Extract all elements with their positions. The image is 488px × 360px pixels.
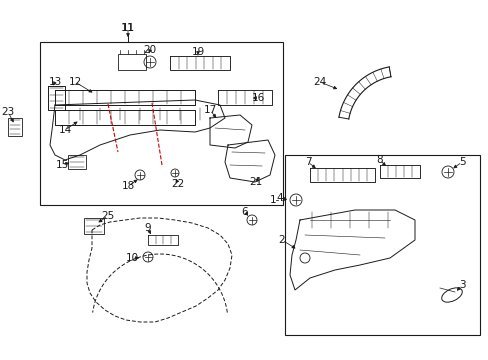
Text: 20: 20	[143, 45, 156, 55]
Text: 22: 22	[171, 179, 184, 189]
Text: 11: 11	[121, 23, 134, 33]
Text: 25: 25	[101, 211, 114, 221]
Text: 24: 24	[313, 77, 326, 87]
Text: 14: 14	[58, 125, 71, 135]
Text: 10: 10	[125, 253, 138, 263]
Text: 8: 8	[376, 155, 383, 165]
Text: 5: 5	[458, 157, 465, 167]
Text: 16: 16	[251, 93, 264, 103]
Text: 13: 13	[48, 77, 61, 87]
Text: 18: 18	[121, 181, 134, 191]
Text: 19: 19	[191, 47, 204, 57]
Text: 15: 15	[55, 160, 68, 170]
Text: 9: 9	[144, 223, 151, 233]
Bar	[285, 155, 479, 335]
Text: 17: 17	[203, 105, 216, 115]
Bar	[40, 42, 283, 205]
Text: 4: 4	[276, 193, 283, 203]
Bar	[8, 118, 22, 136]
Text: 12: 12	[68, 77, 81, 87]
Text: 21: 21	[249, 177, 262, 187]
Text: 6: 6	[241, 207, 248, 217]
Bar	[68, 155, 86, 169]
Text: 11: 11	[121, 23, 135, 33]
Bar	[84, 218, 104, 234]
Text: 2: 2	[278, 235, 285, 245]
Text: 7: 7	[304, 157, 311, 167]
Text: 1-: 1-	[269, 195, 280, 205]
Text: 23: 23	[1, 107, 15, 117]
Text: 3: 3	[458, 280, 465, 290]
